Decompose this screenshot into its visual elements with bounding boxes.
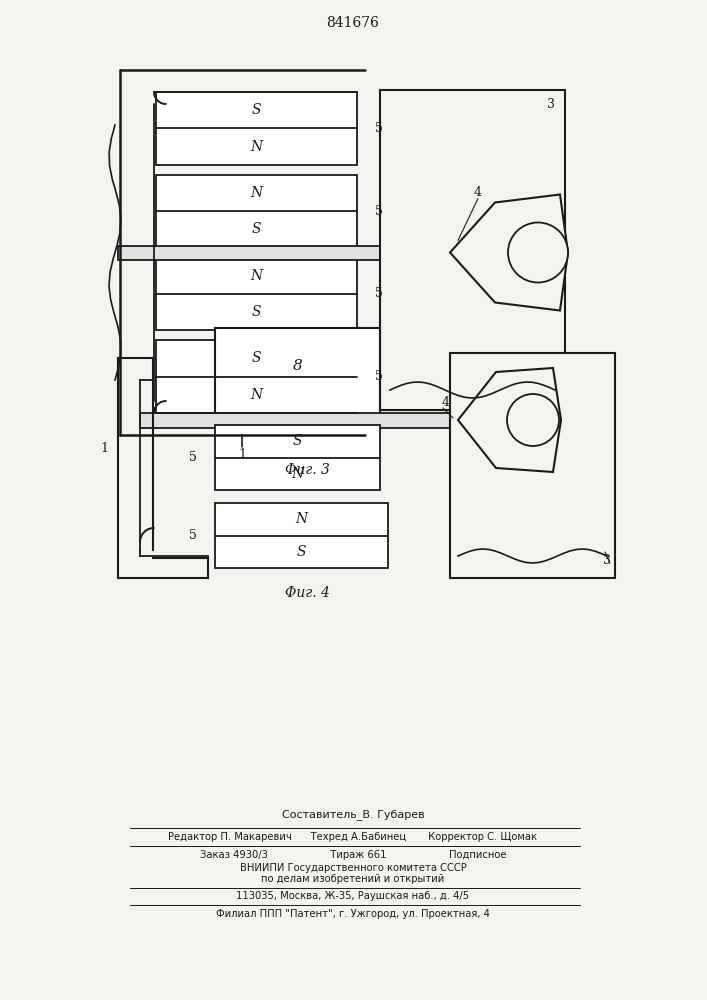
Bar — [156, 257, 357, 330]
Text: 3: 3 — [603, 554, 611, 566]
Polygon shape — [458, 368, 561, 472]
Text: 3: 3 — [547, 98, 555, 110]
Text: S: S — [252, 222, 262, 236]
Text: 5: 5 — [375, 370, 383, 383]
Text: 5: 5 — [375, 122, 383, 135]
Text: N: N — [291, 467, 303, 481]
Text: 8: 8 — [293, 359, 303, 373]
Text: N: N — [250, 269, 262, 283]
Bar — [450, 353, 615, 578]
Bar — [156, 175, 357, 247]
Text: 5: 5 — [375, 205, 383, 218]
Text: Заказ 4930/3                    Тираж 661                    Подписное: Заказ 4930/3 Тираж 661 Подписное — [200, 850, 506, 860]
Text: 5: 5 — [189, 451, 197, 464]
Bar — [380, 90, 565, 410]
Text: S: S — [297, 545, 306, 559]
Text: N: N — [296, 512, 308, 526]
Bar — [140, 412, 458, 428]
Bar — [215, 503, 388, 568]
Text: 4: 4 — [442, 395, 450, 408]
Text: Φиг. 4: Φиг. 4 — [285, 586, 330, 600]
Text: 5: 5 — [189, 529, 197, 542]
Text: ВНИИПИ Государственного комитета СССР: ВНИИПИ Государственного комитета СССР — [240, 863, 467, 873]
Text: 841676: 841676 — [327, 16, 380, 30]
Text: N: N — [250, 140, 262, 154]
Text: Φиг. 3: Φиг. 3 — [285, 463, 330, 477]
Text: Филиал ППП "Патент", г. Ужгород, ул. Проектная, 4: Филиал ППП "Патент", г. Ужгород, ул. Про… — [216, 909, 490, 919]
Text: 4: 4 — [474, 186, 482, 199]
Text: Составитель_В. Губарев: Составитель_В. Губарев — [281, 810, 424, 820]
Bar — [156, 340, 357, 413]
Text: 113035, Москва, Ж-35, Раушская наб., д. 4/5: 113035, Москва, Ж-35, Раушская наб., д. … — [236, 891, 469, 901]
Text: Редактор П. Макаревич      Техред А.Бабинец       Корректор С. Щомак: Редактор П. Макаревич Техред А.Бабинец К… — [168, 832, 537, 842]
Bar — [118, 245, 450, 259]
Text: 5: 5 — [375, 287, 383, 300]
Bar — [215, 425, 380, 490]
Circle shape — [508, 223, 568, 282]
Text: S: S — [252, 305, 262, 319]
Text: 1: 1 — [238, 448, 246, 462]
Text: S: S — [252, 103, 262, 117]
Text: 1: 1 — [100, 442, 108, 454]
Text: N: N — [250, 388, 262, 402]
Bar — [215, 328, 380, 423]
Text: по делам изобретений и открытий: по делам изобретений и открытий — [262, 874, 445, 884]
Text: N: N — [250, 186, 262, 200]
Circle shape — [507, 394, 559, 446]
Bar — [156, 92, 357, 165]
Polygon shape — [450, 194, 568, 310]
Text: S: S — [293, 434, 303, 448]
Text: S: S — [252, 351, 262, 365]
